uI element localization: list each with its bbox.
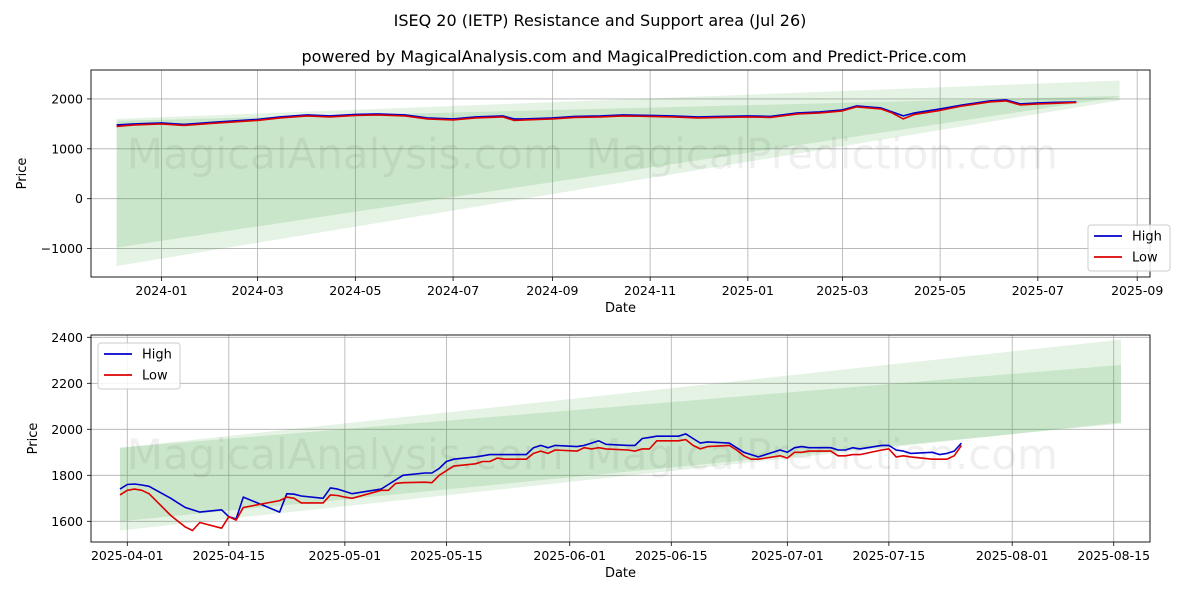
y-tick-label: 2000 bbox=[51, 91, 83, 106]
legend: High Low bbox=[1087, 224, 1171, 272]
chart-subtitle: powered by MagicalAnalysis.com and Magic… bbox=[301, 47, 966, 66]
x-tick-label: 2024-05 bbox=[329, 283, 381, 298]
x-tick-label: 2024-07 bbox=[427, 283, 479, 298]
legend-label-low: Low bbox=[142, 369, 168, 384]
legend-label-high: High bbox=[1132, 230, 1162, 245]
y-tick-label: 2200 bbox=[51, 376, 83, 391]
watermark-text: MagicalPrediction.com bbox=[585, 430, 1058, 479]
x-tick-label: 2025-07-01 bbox=[751, 548, 824, 563]
x-axis-label: Date bbox=[605, 566, 636, 581]
band-resistance-support-outer bbox=[120, 339, 1121, 531]
legend-label-high: High bbox=[142, 348, 172, 363]
grid-lines bbox=[91, 70, 1150, 277]
y-axis-label: Price bbox=[26, 423, 41, 455]
y-tick-label: 1800 bbox=[51, 468, 83, 483]
x-tick-label: 2025-06-01 bbox=[533, 548, 606, 563]
x-tick-label: 2024-01 bbox=[135, 283, 187, 298]
y-tick-label: 1600 bbox=[51, 514, 83, 529]
x-tick-label: 2025-09 bbox=[1111, 283, 1163, 298]
x-tick-label: 2025-03 bbox=[816, 283, 868, 298]
y-tick-label: −1000 bbox=[41, 241, 83, 256]
x-tick-label: 2025-05-01 bbox=[309, 548, 382, 563]
x-tick-label: 2025-08-15 bbox=[1077, 548, 1150, 563]
x-tick-label: 2025-08-01 bbox=[976, 548, 1049, 563]
x-tick-label: 2024-03 bbox=[232, 283, 284, 298]
y-tick-label: 2400 bbox=[51, 330, 83, 345]
x-tick-label: 2025-01 bbox=[722, 283, 774, 298]
x-tick-label: 2025-04-15 bbox=[192, 548, 265, 563]
watermark-text: MagicalPrediction.com bbox=[585, 130, 1058, 179]
y-tick-label: 1000 bbox=[51, 141, 83, 156]
series-line-high bbox=[116, 99, 1077, 126]
x-axis-label: Date bbox=[605, 301, 636, 316]
x-tick-label: 2025-04-01 bbox=[91, 548, 164, 563]
series-line-low bbox=[119, 438, 963, 532]
grid-lines bbox=[91, 335, 1150, 542]
watermark-text: MagicalAnalysis.com bbox=[127, 130, 564, 179]
legend: High Low bbox=[97, 342, 181, 390]
x-tick-label: 2025-06-15 bbox=[635, 548, 708, 563]
y-tick-label: 2000 bbox=[51, 422, 83, 437]
band-resistance-support-inner bbox=[116, 95, 1120, 248]
plot-frame bbox=[90, 69, 1151, 278]
x-tick-label: 2025-05 bbox=[914, 283, 966, 298]
chart-title: ISEQ 20 (IETP) Resistance and Support ar… bbox=[394, 11, 807, 30]
y-axis-label: Price bbox=[15, 158, 30, 190]
plot-frame bbox=[90, 334, 1151, 543]
x-tick-label: 2024-09 bbox=[526, 283, 578, 298]
plot-full-history: MagicalAnalysis.com MagicalPrediction.com… bbox=[15, 69, 1171, 316]
x-tick-label: 2025-05-15 bbox=[410, 548, 483, 563]
band-resistance-support-outer bbox=[116, 80, 1120, 267]
x-tick-label: 2024-11 bbox=[624, 283, 676, 298]
y-tick-label: 0 bbox=[75, 191, 83, 206]
x-tick-label: 2025-07-15 bbox=[853, 548, 926, 563]
plot-recent-detail: MagicalAnalysis.com MagicalPrediction.com… bbox=[26, 330, 1151, 581]
series-line-low bbox=[116, 100, 1077, 128]
band-resistance-support-inner bbox=[120, 364, 1121, 522]
legend-label-low: Low bbox=[1132, 251, 1158, 266]
x-tick-label: 2025-07 bbox=[1012, 283, 1064, 298]
